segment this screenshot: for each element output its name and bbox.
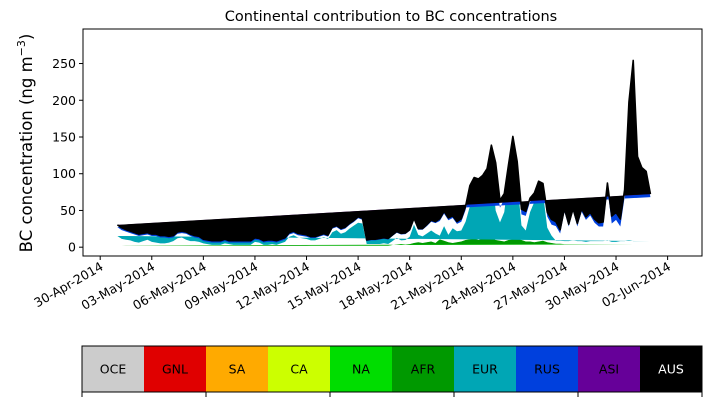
legend-swatch-afr [392,346,455,392]
legend-label-eur: EUR [472,362,498,377]
legend-label-rus: RUS [534,362,560,377]
legend-swatch-eur [454,346,517,392]
legend-swatch-na [330,346,393,392]
legend-label-ca: CA [290,362,308,377]
y-axis-label-exponent: −3 [15,40,28,56]
area-eur [117,151,651,245]
y-axis-label-close: ) [17,34,36,40]
legend-label-na: NA [352,362,370,377]
y-tick-label: 200 [52,93,76,108]
legend-label-aus: AUS [658,362,684,377]
legend-label-afr: AFR [411,362,436,377]
legend-swatch-gnl [144,346,207,392]
y-tick-label: 0 [68,240,76,255]
y-axis: 0 50 100 150 200 250 [52,56,83,255]
x-axis: 30-Apr-201403-May-201406-May-201409-May-… [31,256,673,313]
legend-swatch-oce [82,346,145,392]
legend-label-asi: ASI [599,362,619,377]
total-line [116,59,652,242]
legend-label-sa: SA [229,362,246,377]
y-tick-label: 250 [52,56,76,71]
y-tick-label: 100 [52,166,76,181]
legend-swatch-asi [578,346,641,392]
y-axis-label: BC concentration (ng m−3) [15,34,36,253]
legend-label-gnl: GNL [162,362,188,377]
chart-title: Continental contribution to BC concentra… [225,9,557,25]
legend-swatch-rus [516,346,579,392]
legend-frame [81,345,703,393]
legend-swatch-aus [640,346,703,392]
legend: OCE GNL SA CA NA AFR EUR RUS ASI AUS [81,345,703,397]
legend-swatch-ca [268,346,331,392]
legend-swatch-sa [206,346,269,392]
plot-area [82,28,703,257]
plot-frame [82,28,703,257]
legend-label-oce: OCE [100,362,127,377]
area-aus [117,60,651,241]
y-tick-label: 150 [52,129,76,144]
y-tick-label: 50 [60,203,76,218]
